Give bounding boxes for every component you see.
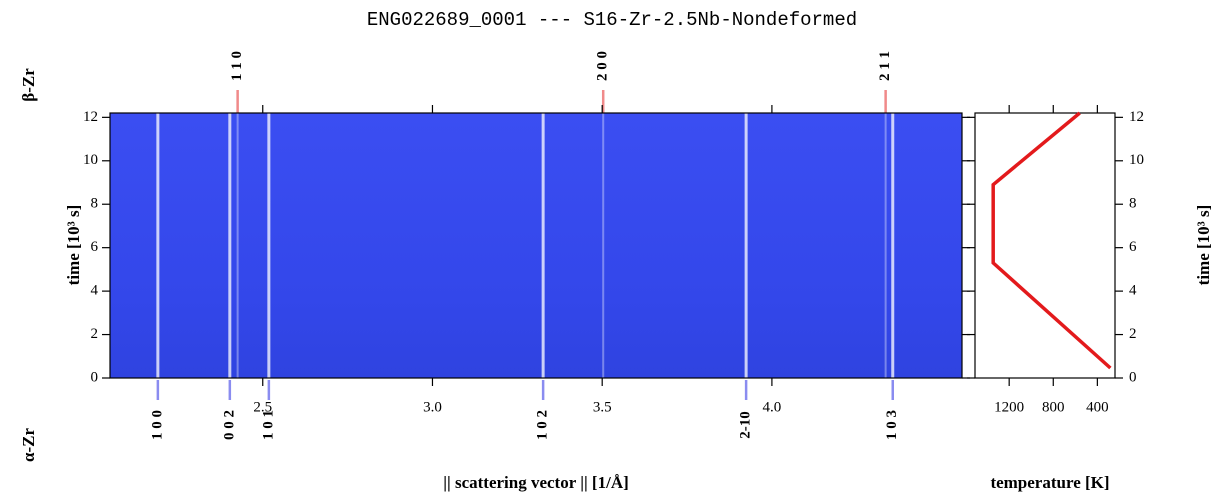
y-tick-label: 4 — [1129, 283, 1137, 299]
alpha-label: α-Zr — [19, 428, 38, 462]
x-tick-label: 3.5 — [593, 399, 612, 415]
y-tick-label: 0 — [1129, 369, 1137, 385]
y-tick-label: 12 — [1129, 109, 1144, 125]
y-tick-label: 4 — [91, 283, 99, 299]
temperature-line — [991, 111, 1112, 370]
y-tick-label: 6 — [91, 239, 99, 255]
y-tick-label: 8 — [91, 196, 99, 212]
y-tick-label: 8 — [1129, 196, 1137, 212]
x-tick-label: 4.0 — [763, 399, 782, 415]
y-tick-label: 2 — [91, 326, 99, 342]
x-tick-label: 2.5 — [253, 399, 272, 415]
alpha-peak-label: 1 0 2 — [535, 410, 551, 440]
beta-peak-label: 2 1 1 — [877, 51, 893, 81]
chart-title: ENG022689_0001 --- S16-Zr-2.5Nb-Nondefor… — [367, 9, 857, 31]
x-axis-label: || scattering vector || [1/Å] — [443, 473, 629, 492]
temperature-axis-label: temperature [K] — [990, 473, 1109, 492]
y-tick-label: 10 — [1129, 152, 1144, 168]
y-tick-label: 10 — [83, 152, 98, 168]
alpha-peak-label: 2-10 — [738, 411, 754, 439]
x-tick-label: 400 — [1086, 399, 1109, 415]
plot-frame — [109, 112, 963, 379]
y-tick-label: 0 — [91, 369, 99, 385]
beta-label: β-Zr — [19, 68, 38, 102]
x-tick-label: 1200 — [994, 399, 1024, 415]
alpha-peak-label: 0 0 2 — [221, 410, 237, 440]
y-tick-label: 2 — [1129, 326, 1137, 342]
alpha-peak-label: 1 0 1 — [260, 410, 276, 440]
y-axis-label: time [10³ s] — [64, 205, 83, 286]
beta-peak-label: 1 1 0 — [229, 51, 245, 81]
beta-peak-label: 2 0 0 — [595, 51, 611, 81]
alpha-peak-label: 1 0 0 — [149, 410, 165, 440]
x-tick-label: 800 — [1042, 399, 1065, 415]
y-tick-label: 12 — [83, 109, 98, 125]
x-tick-label: 3.0 — [423, 399, 442, 415]
heatmap-background — [110, 113, 962, 378]
alpha-peak-label: 1 0 3 — [884, 410, 900, 440]
y2-axis-label: time [10³ s] — [1194, 205, 1213, 286]
y-tick-label: 6 — [1129, 239, 1137, 255]
temperature-panel — [974, 112, 1116, 379]
